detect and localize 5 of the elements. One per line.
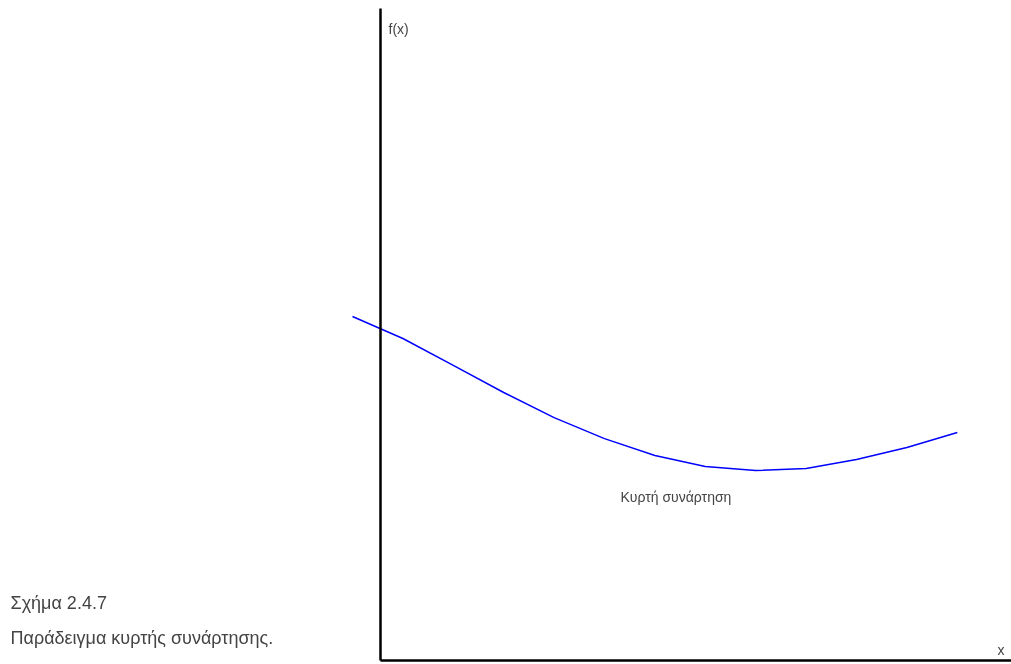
x-axis-title: x [997,641,1005,658]
text: Παράδειγμα κυρτής συνάρτησης. [10,627,274,648]
text: f(x) [388,20,409,37]
annotation: Κυρτή συνάρτηση [620,488,732,505]
text: Σχήμα 2.4.7 [10,592,107,613]
